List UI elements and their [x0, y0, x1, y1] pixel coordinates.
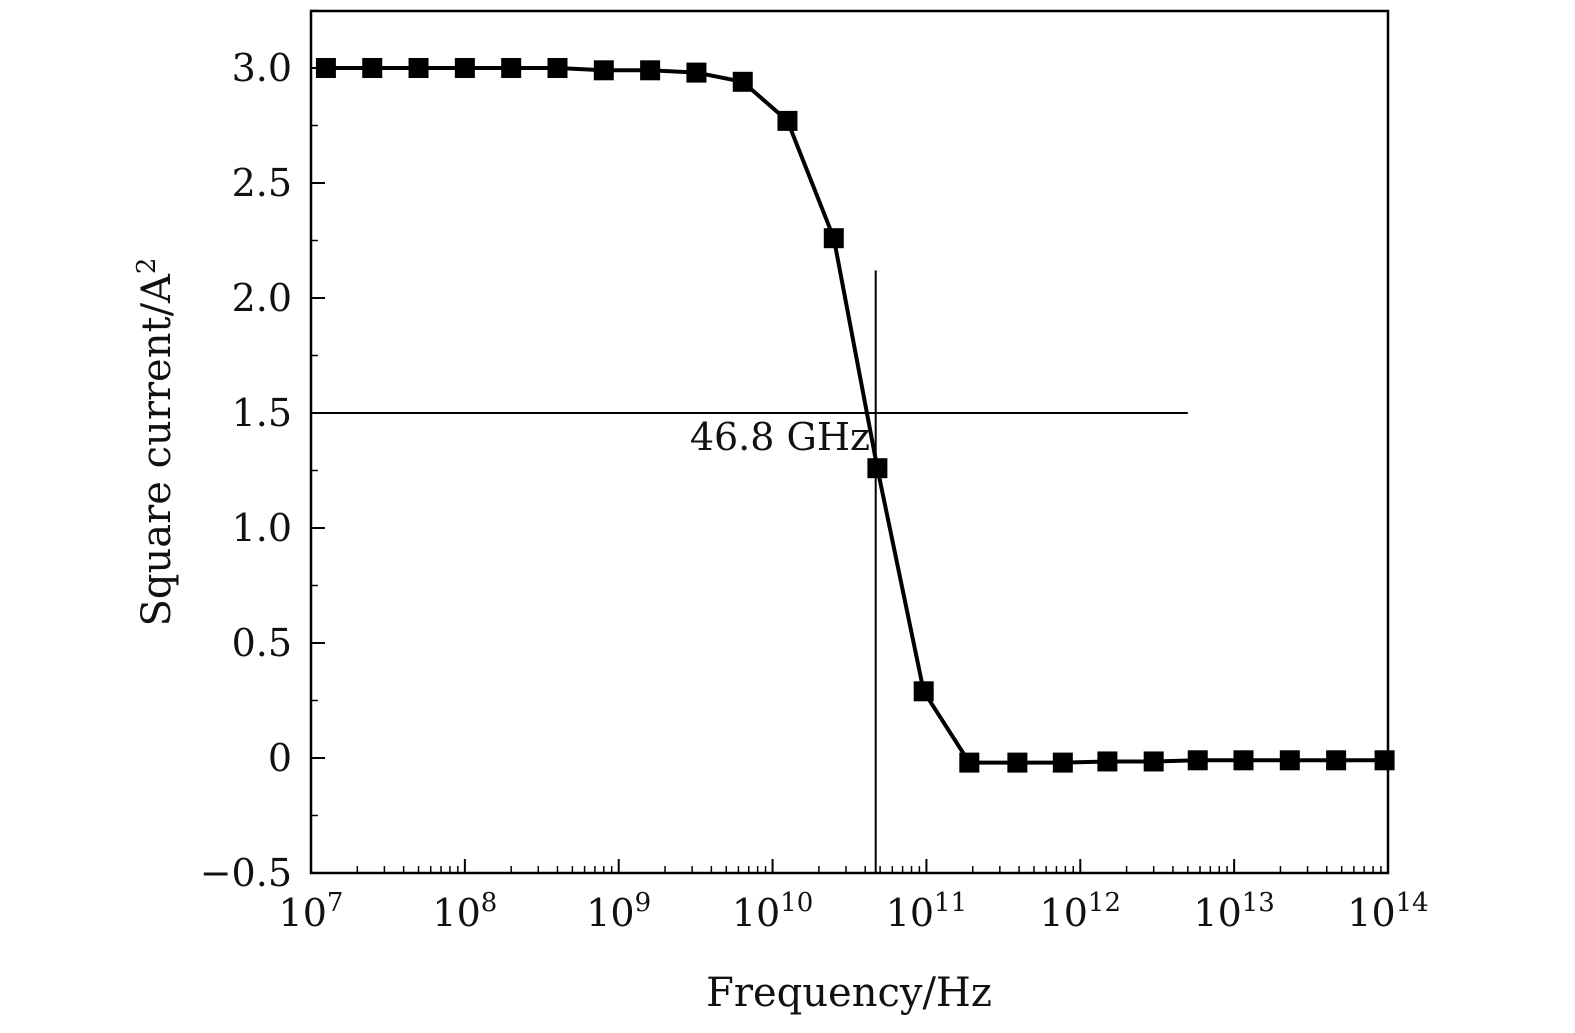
y-tick-label: 1.0 [232, 506, 292, 550]
x-tick-label: 1014 [1347, 888, 1428, 935]
x-tick-label: 1013 [1193, 888, 1274, 935]
y-axis-label-main: Square current/A [134, 273, 180, 627]
y-tick-label: 1.5 [232, 391, 292, 435]
y-axis-label: Square current/A2 [132, 258, 180, 627]
data-point [959, 752, 980, 773]
y-tick-label: 0.5 [232, 621, 292, 665]
data-point [1233, 750, 1254, 771]
data-point [1326, 750, 1347, 771]
y-tick-label: 3.0 [232, 46, 292, 90]
x-tick-label: 1012 [1040, 888, 1121, 935]
tick-labels: 107 108 109 1010 1011 1012 1013 1014 3.0 2.5 2.0 1.… [200, 46, 1429, 935]
y-axis-label-sup: 2 [132, 258, 162, 275]
data-point [777, 110, 798, 131]
frequency-annotation: 46.8 GHz [690, 415, 870, 459]
x-tick-label: 109 [586, 888, 651, 935]
data-point [1187, 750, 1208, 771]
series [315, 58, 1395, 773]
x-tick-label: 1011 [886, 888, 967, 935]
plot-frame [309, 9, 1390, 875]
data-point [547, 58, 568, 78]
data-point [362, 58, 383, 78]
x-tick-label: 108 [432, 888, 497, 935]
data-point [454, 58, 475, 78]
data-point [593, 60, 614, 81]
x-tick-label: 107 [279, 888, 344, 935]
data-point [867, 458, 888, 479]
data-point [1052, 752, 1073, 773]
x-axis-label: Frequency/Hz [706, 970, 992, 1016]
data-point [823, 228, 844, 249]
y-tick-label: −0.5 [200, 851, 292, 895]
y-tick-label: 2.5 [232, 161, 292, 205]
x-tick-label: 1010 [732, 888, 813, 935]
data-point [1143, 751, 1164, 772]
data-point [501, 58, 522, 78]
data-point [315, 58, 336, 78]
ticks [310, 9, 1389, 874]
data-point [1007, 752, 1028, 773]
data-point [640, 60, 661, 81]
y-tick-label: 2.0 [232, 276, 292, 320]
data-point [1279, 750, 1300, 771]
annotations: 46.8 GHz [311, 270, 1188, 873]
data-point [913, 681, 934, 702]
data-point [686, 62, 707, 83]
data-point [408, 58, 429, 78]
data-point [1097, 751, 1118, 772]
data-point [1374, 750, 1395, 771]
data-point [732, 71, 753, 92]
y-tick-label: 0 [268, 736, 292, 780]
